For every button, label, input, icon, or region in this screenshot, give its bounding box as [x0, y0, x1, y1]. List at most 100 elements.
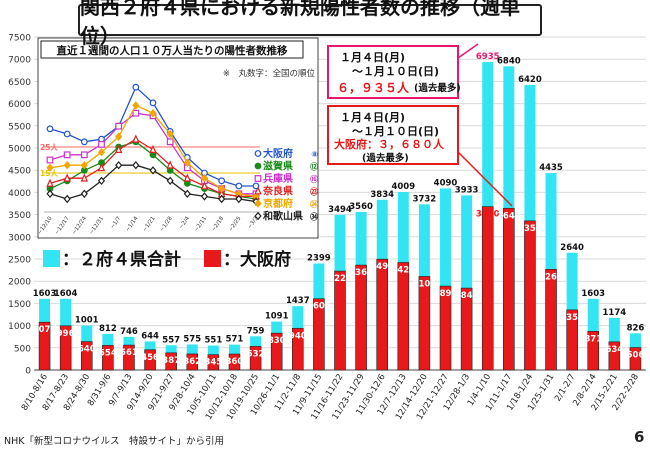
- bar-osaka: [123, 344, 135, 371]
- y-tick-label: 4000: [8, 189, 31, 199]
- data-label-osaka: 456: [141, 353, 159, 363]
- bar-osaka: [334, 270, 346, 371]
- callout-osaka-leader: [457, 151, 513, 207]
- bar-osaka: [186, 353, 199, 371]
- page-number: 6: [634, 428, 645, 446]
- data-label-total: 6935: [476, 52, 500, 62]
- data-label-total: 557: [162, 335, 180, 345]
- bar-osaka: [207, 354, 220, 371]
- inset-frame: [37, 37, 319, 239]
- line-point: [183, 158, 191, 167]
- bar-osaka: [228, 353, 241, 371]
- line-point: [254, 211, 262, 221]
- inset-lines: [46, 83, 260, 206]
- line-point: [97, 147, 106, 157]
- reference-line-label: 25人: [40, 143, 58, 152]
- bar-osaka: [587, 331, 600, 371]
- source-note: NHK「新型コロナウイルス 特設サイト」から引用: [4, 436, 224, 447]
- bar-total: [440, 188, 452, 370]
- data-label-osaka: 2107: [413, 279, 437, 289]
- line-point: [200, 181, 209, 190]
- line-point: [63, 151, 71, 159]
- line-point: [115, 122, 123, 130]
- inset-legend-label: 京都府: [263, 197, 293, 210]
- legend-osaka-swatch: [204, 250, 221, 267]
- data-label-total: 644: [141, 331, 159, 341]
- main-legend: ：２府４県合計 ：大阪府: [43, 249, 291, 270]
- line-point: [200, 173, 209, 183]
- inset-note: ※ 丸数字：全国の順位: [223, 68, 316, 79]
- line-point: [218, 177, 226, 185]
- y-tick-label: 6000: [8, 100, 31, 110]
- data-label-total: 571: [226, 335, 244, 345]
- page-title-text: 関西２府４県における新規陽性者数の推移（週単位）: [80, 0, 520, 48]
- line-point: [149, 144, 157, 153]
- callout-total-suffix: (過去最多): [414, 82, 461, 94]
- bar-osaka: [545, 269, 557, 371]
- line-point: [183, 173, 192, 182]
- inset-legend-label: 大阪府: [263, 147, 293, 160]
- data-label-osaka: 387: [162, 356, 180, 366]
- data-label-osaka: 1076: [33, 325, 57, 335]
- main-x-tick-labels: 8/10-8/168/17-8/238/24-8/308/31-9/69/7-9…: [20, 372, 641, 421]
- legend-total-swatch: [43, 250, 60, 267]
- line-point: [46, 125, 54, 133]
- line-point: [132, 109, 140, 117]
- data-label-osaka: 830: [268, 336, 286, 346]
- data-label-total: 759: [247, 326, 265, 336]
- inset-legend-label: 和歌山県: [262, 210, 303, 223]
- data-label-total: 6840: [497, 56, 521, 66]
- callout-osaka-suffix: (過去最多): [362, 152, 409, 164]
- line-point: [80, 151, 88, 159]
- y-tick-label: 7000: [8, 56, 31, 66]
- y-tick-label: 4500: [8, 167, 31, 177]
- data-label-total: 3834: [370, 190, 394, 200]
- inset-legend-rank: ⑫: [310, 162, 318, 172]
- line-point: [97, 176, 106, 186]
- callout-osaka: １月４日(月) ～１月１０日(日) 大阪府：３，６８０人 (過去最多): [327, 105, 513, 207]
- line-point: [218, 184, 226, 193]
- callout-total-box: [327, 45, 459, 99]
- data-label-osaka: 532: [247, 349, 265, 359]
- line-point: [166, 129, 174, 139]
- data-label-osaka: 640: [78, 345, 96, 355]
- data-label-total: 4090: [434, 178, 458, 188]
- data-label-total: 575: [183, 334, 201, 344]
- line-point: [132, 101, 140, 110]
- bar-osaka: [313, 298, 325, 371]
- data-label-total: 4009: [391, 182, 415, 192]
- line-point: [46, 163, 54, 173]
- callout-total-line2: ～１月１０日(日): [352, 65, 439, 78]
- line-point: [115, 160, 123, 170]
- bar-osaka: [38, 321, 51, 371]
- data-label-osaka: 1354: [560, 313, 584, 323]
- data-label-total: 1174: [603, 308, 627, 318]
- callout-total: １月４日(月) ～１月１０日(日) ６，９３５人 (過去最多): [327, 43, 479, 99]
- data-label-total: 4435: [539, 163, 563, 173]
- y-tick-label: 0: [25, 367, 31, 377]
- line-point: [200, 192, 209, 201]
- bar-osaka: [144, 349, 156, 371]
- line-point: [149, 166, 157, 175]
- data-label-osaka: 2228: [328, 274, 352, 284]
- line-point: [97, 163, 106, 172]
- inset-legend-rank: ⑧: [311, 150, 318, 159]
- line-point: [63, 173, 71, 182]
- line-point: [98, 141, 105, 148]
- bar-osaka: [460, 287, 473, 371]
- line-point: [149, 108, 157, 118]
- main-y-tick-labels: 0 500 1000 1500 2000 2500 3000 3500 4000 4500 5000…: [8, 34, 31, 377]
- data-label-osaka: 634: [605, 345, 623, 355]
- data-label-osaka: 506: [627, 351, 645, 361]
- y-tick-label: 2500: [8, 256, 31, 266]
- data-label-total: 3494: [328, 205, 352, 215]
- legend-total-label: ：２府４県合計: [62, 249, 181, 270]
- inset-legend-rank: ㉔: [310, 199, 318, 209]
- inset-title-box: [40, 40, 304, 59]
- data-label-osaka: 996: [57, 329, 75, 339]
- bar-osaka: [439, 285, 452, 371]
- y-tick-label: 5500: [8, 122, 31, 132]
- y-tick-label: 3500: [8, 211, 31, 221]
